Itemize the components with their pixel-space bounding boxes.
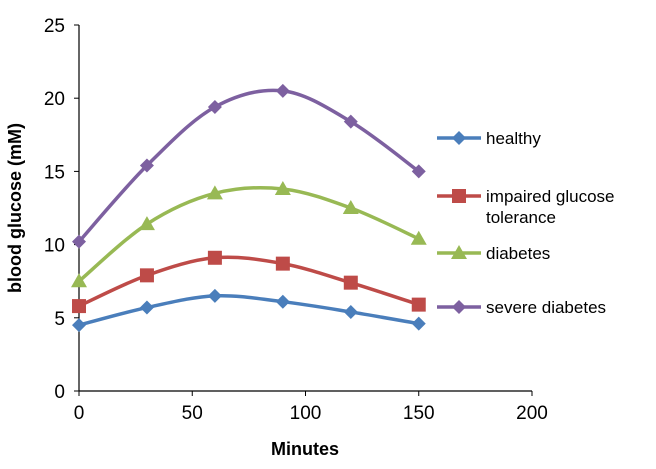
data-point-diabetes xyxy=(71,273,87,288)
legend-label-healthy: healthy xyxy=(486,129,541,148)
data-point-diabetes xyxy=(342,200,359,214)
series-line-healthy xyxy=(78,293,420,327)
legend-item-diabetes: diabetes xyxy=(437,244,550,263)
data-point-healthy xyxy=(275,294,290,309)
data-point-impaired-glucose-tolerance xyxy=(139,268,154,283)
series-line-diabetes xyxy=(77,185,420,283)
data-point-healthy xyxy=(343,304,358,319)
data-point-severe-diabetes xyxy=(275,83,290,98)
data-point-healthy xyxy=(411,316,426,331)
legend-item-healthy: healthy xyxy=(437,129,541,148)
series-diabetes xyxy=(71,180,427,288)
legend-label-severe-diabetes: severe diabetes xyxy=(486,298,606,317)
data-point-diabetes xyxy=(138,216,155,231)
data-point-diabetes xyxy=(206,185,223,200)
x-tick-label: 0 xyxy=(74,403,85,424)
legend-label-impaired-glucose-tolerance: impaired glucose xyxy=(486,187,615,206)
data-point-diabetes xyxy=(410,230,427,245)
y-tick-label: 10 xyxy=(44,236,65,257)
x-tick-label: 50 xyxy=(182,403,203,424)
data-point-diabetes xyxy=(274,180,291,195)
x-tick-label: 100 xyxy=(290,403,322,424)
legend-marker-healthy xyxy=(452,131,466,145)
data-point-healthy xyxy=(139,300,154,315)
legend-marker-impaired-glucose-tolerance xyxy=(452,189,466,203)
data-point-severe-diabetes xyxy=(207,99,222,114)
data-point-impaired-glucose-tolerance xyxy=(207,250,222,265)
axes: 0 5 10 15 20 25 0 50 100 150 200 xyxy=(44,16,548,424)
data-point-impaired-glucose-tolerance xyxy=(343,275,358,290)
legend-label-impaired-glucose-tolerance: tolerance xyxy=(486,208,556,227)
y-axis-title: blood glucose (mM) xyxy=(5,123,25,293)
y-tick-label: 20 xyxy=(44,89,65,110)
series-group xyxy=(71,83,427,333)
data-point-healthy xyxy=(207,288,222,303)
data-point-impaired-glucose-tolerance xyxy=(411,297,426,312)
y-tick-label: 15 xyxy=(44,162,65,183)
legend-marker-diabetes xyxy=(451,245,467,259)
series-line-severe-diabetes xyxy=(77,88,420,243)
y-tick-label: 5 xyxy=(54,309,65,330)
series-healthy xyxy=(72,288,426,333)
series-severe-diabetes xyxy=(72,83,426,249)
legend: healthy impaired glucose tolerance diabetes… xyxy=(437,129,615,317)
y-tick-label: 0 xyxy=(54,382,65,403)
data-point-severe-diabetes xyxy=(72,234,86,249)
x-axis-title: Minutes xyxy=(271,439,339,459)
data-point-severe-diabetes xyxy=(411,164,426,179)
data-point-severe-diabetes xyxy=(343,114,358,129)
x-tick-label: 150 xyxy=(403,403,435,424)
y-tick-label: 25 xyxy=(44,16,65,37)
series-impaired-glucose-tolerance xyxy=(72,250,426,314)
legend-item-impaired-glucose-tolerance: impaired glucose tolerance xyxy=(437,187,615,227)
x-tick-label: 200 xyxy=(516,403,548,424)
legend-marker-severe-diabetes xyxy=(452,300,466,314)
data-point-severe-diabetes xyxy=(139,158,154,173)
legend-label-diabetes: diabetes xyxy=(486,244,550,263)
data-point-impaired-glucose-tolerance xyxy=(275,256,290,271)
data-point-healthy xyxy=(72,318,86,333)
data-point-impaired-glucose-tolerance xyxy=(72,299,86,314)
legend-item-severe-diabetes: severe diabetes xyxy=(437,298,606,317)
